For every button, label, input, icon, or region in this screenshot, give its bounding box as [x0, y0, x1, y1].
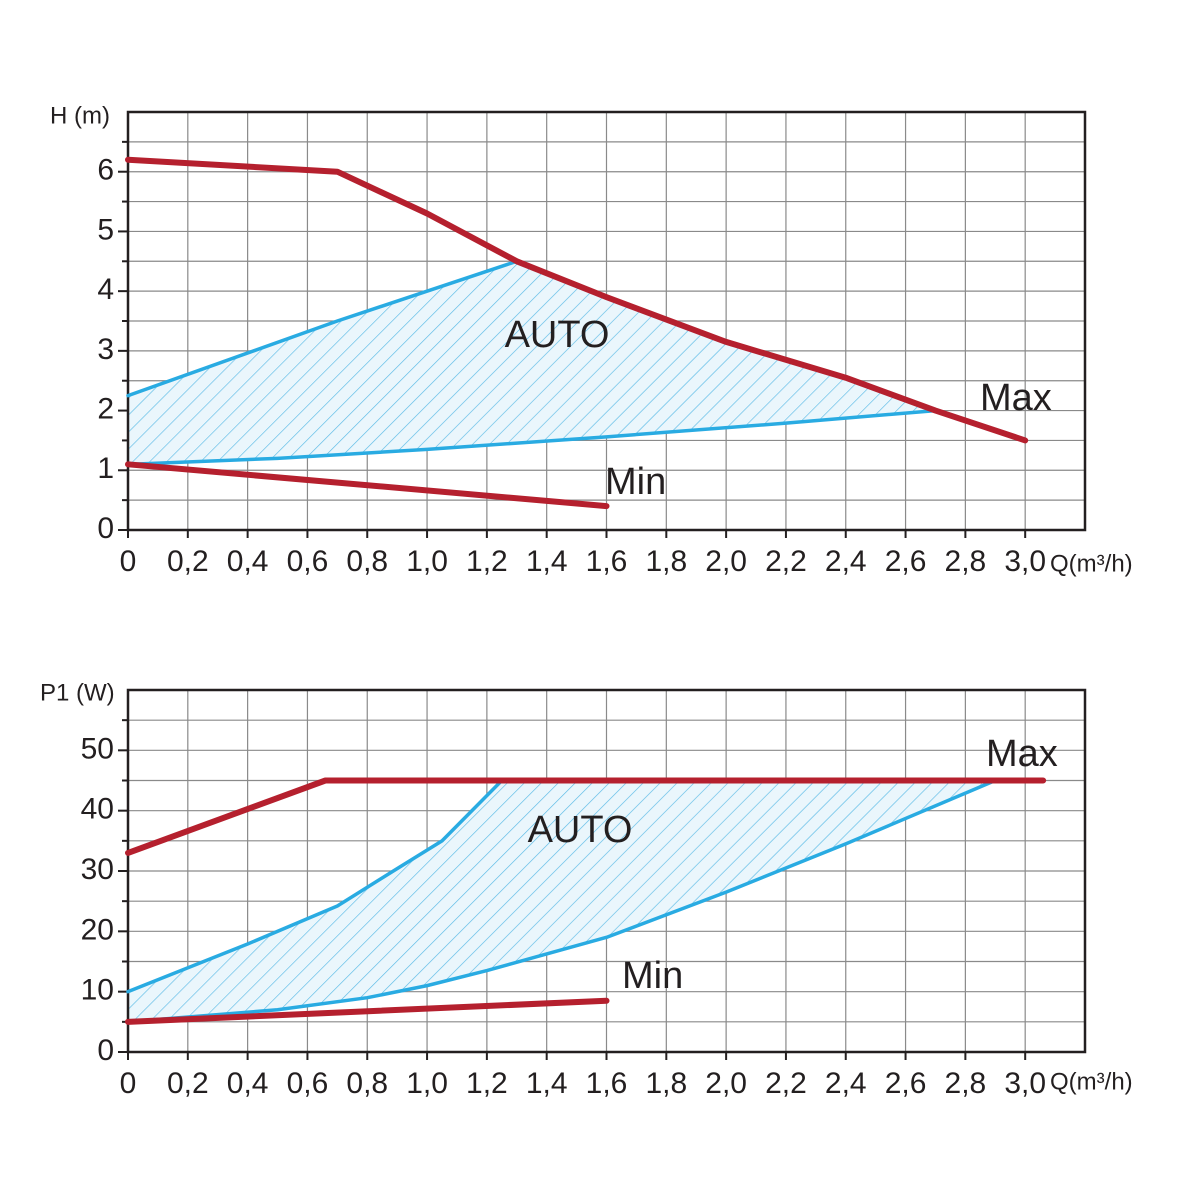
x-tick-label: 1,6 [586, 545, 628, 578]
x-tick-label: 0 [120, 545, 137, 578]
x-tick-label: 0,8 [346, 545, 388, 578]
series-line [125, 461, 610, 510]
y-tick-label: 4 [97, 273, 114, 306]
x-tick-label: 0,8 [346, 1067, 388, 1100]
series-label: Max [986, 733, 1058, 775]
x-tick-label: 1,6 [586, 1067, 628, 1100]
series-label: Max [980, 377, 1052, 419]
x-tick-label: 0 [120, 1067, 137, 1100]
x-tick-label: 1,4 [526, 545, 568, 578]
series-label: Min [605, 461, 666, 503]
x-tick-label: 2,0 [705, 1067, 747, 1100]
x-axis-label: Q(m³/h) [1050, 550, 1133, 577]
x-tick-label: 0,6 [287, 1067, 329, 1100]
x-tick-label: 1,2 [466, 545, 508, 578]
series-line [126, 408, 938, 467]
annotation: AUTO [528, 809, 633, 851]
x-tick-label: 2,6 [885, 545, 927, 578]
auto-region [128, 780, 996, 1022]
y-tick-label: 5 [97, 213, 114, 246]
x-tick-label: 0,6 [287, 545, 329, 578]
series-label: Min [622, 955, 683, 997]
y-axis-label: H (m) [50, 102, 110, 129]
x-tick-label: 0,2 [167, 545, 209, 578]
x-tick-label: 1,8 [645, 545, 687, 578]
x-axis-label: Q(m³/h) [1050, 1068, 1133, 1095]
y-tick-label: 0 [97, 512, 114, 545]
y-tick-label: 20 [81, 913, 114, 946]
x-tick-label: 2,2 [765, 1067, 807, 1100]
x-tick-label: 1,2 [466, 1067, 508, 1100]
x-tick-label: 0,2 [167, 1067, 209, 1100]
x-tick-label: 0,4 [227, 545, 269, 578]
x-tick-label: 2,0 [705, 545, 747, 578]
x-tick-label: 2,6 [885, 1067, 927, 1100]
y-tick-label: 2 [97, 392, 114, 425]
auto-region [128, 261, 936, 465]
x-tick-label: 1,0 [406, 1067, 448, 1100]
y-tick-label: 50 [81, 732, 114, 765]
x-tick-label: 1,0 [406, 545, 448, 578]
y-tick-label: 6 [97, 154, 114, 187]
y-tick-label: 1 [97, 452, 114, 485]
y-axis-label: P1 (W) [40, 679, 115, 706]
x-tick-label: 2,8 [945, 545, 987, 578]
y-tick-label: 3 [97, 333, 114, 366]
y-tick-label: 0 [97, 1034, 114, 1067]
x-tick-label: 2,8 [945, 1067, 987, 1100]
x-tick-label: 1,4 [526, 1067, 568, 1100]
series-line [126, 259, 519, 398]
x-tick-label: 1,8 [645, 1067, 687, 1100]
series-line [125, 156, 1029, 444]
series-line [125, 997, 610, 1025]
series-line [125, 777, 1047, 856]
x-tick-label: 3,0 [1004, 1067, 1046, 1100]
x-tick-label: 3,0 [1004, 545, 1046, 578]
x-tick-label: 2,2 [765, 545, 807, 578]
series-line [126, 778, 998, 1024]
x-tick-label: 2,4 [825, 545, 867, 578]
series-line [126, 778, 504, 994]
x-tick-label: 0,4 [227, 1067, 269, 1100]
y-tick-label: 10 [81, 974, 114, 1007]
annotation: AUTO [505, 314, 610, 356]
y-tick-label: 30 [81, 853, 114, 886]
x-tick-label: 2,4 [825, 1067, 867, 1100]
y-tick-label: 40 [81, 793, 114, 826]
